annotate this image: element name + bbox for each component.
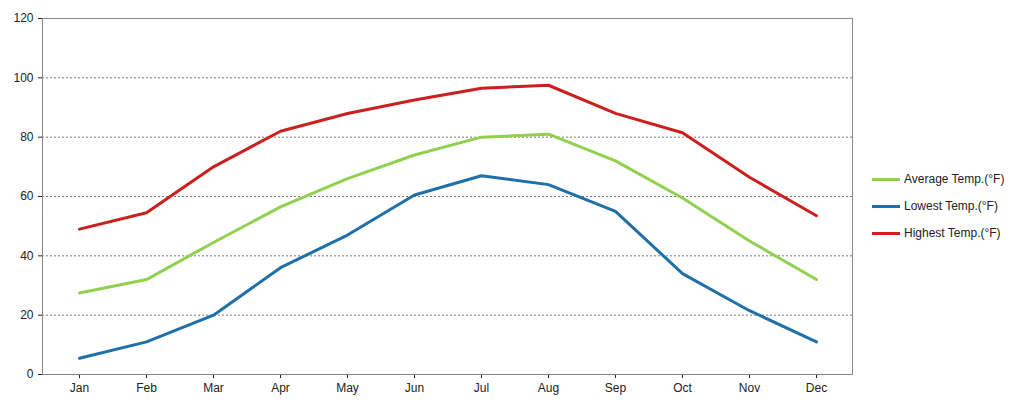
svg-text:Jun: Jun [405, 381, 424, 395]
svg-text:60: 60 [20, 189, 34, 203]
svg-text:120: 120 [13, 11, 33, 25]
html-text:Lowest Temp.(°F): Lowest Temp.(°F) [904, 199, 998, 213]
svg-text:40: 40 [20, 249, 34, 263]
svg-text:Aug: Aug [538, 381, 559, 395]
svg-text:100: 100 [13, 71, 33, 85]
svg-text:80: 80 [20, 130, 34, 144]
svg-text:Jan: Jan [70, 381, 89, 395]
svg-text:Sep: Sep [605, 381, 627, 395]
svg-text:Apr: Apr [271, 381, 290, 395]
svg-text:Dec: Dec [806, 381, 827, 395]
svg-text:Mar: Mar [203, 381, 224, 395]
html-text:Highest Temp.(°F): Highest Temp.(°F) [904, 226, 1001, 240]
svg-text:Nov: Nov [739, 381, 760, 395]
svg-text:20: 20 [20, 308, 34, 322]
svg-text:Oct: Oct [673, 381, 692, 395]
svg-text:May: May [336, 381, 359, 395]
svg-text:Jul: Jul [474, 381, 489, 395]
svg-text:0: 0 [27, 367, 34, 381]
svg-text:Feb: Feb [136, 381, 157, 395]
html-text:Average Temp.(°F): Average Temp.(°F) [904, 172, 1005, 186]
